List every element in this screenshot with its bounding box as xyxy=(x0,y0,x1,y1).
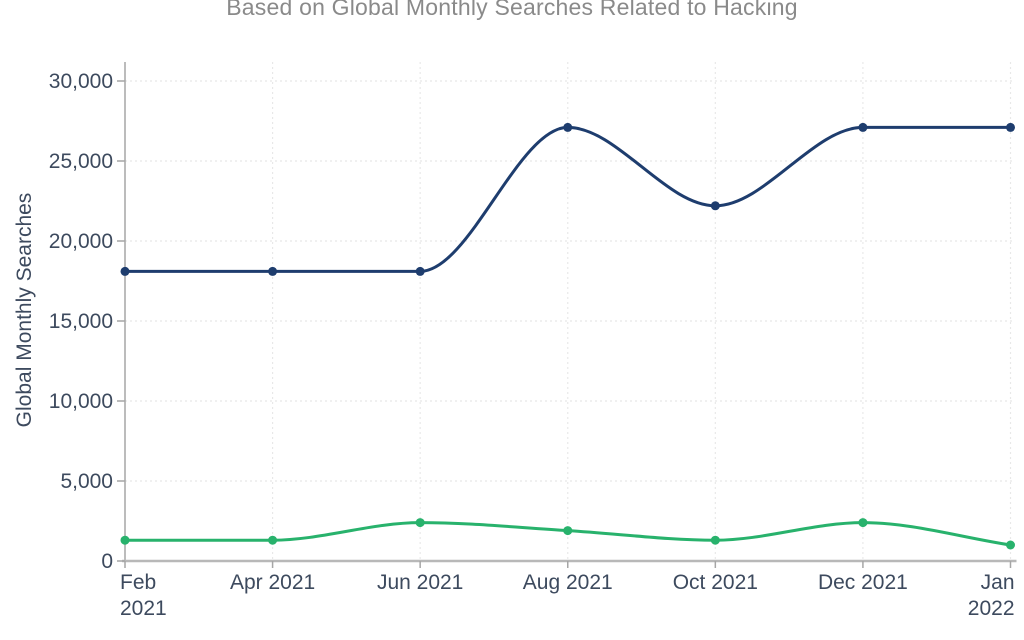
y-axis-title: Global Monthly Searches xyxy=(13,192,36,428)
green-series-data-point xyxy=(120,535,130,545)
x-tick-label: Jan xyxy=(981,571,1015,594)
x-tick-label: Feb xyxy=(120,571,156,594)
green-series-data-point xyxy=(1006,540,1015,550)
navy-series-data-point xyxy=(120,266,130,276)
chart-subtitle: Based on Global Monthly Searches Related… xyxy=(226,0,798,20)
x-tick-label: 2022 xyxy=(968,597,1015,620)
navy-series-data-point xyxy=(563,122,573,132)
y-tick-label: 20,000 xyxy=(49,230,113,253)
x-tick-label: Jun 2021 xyxy=(377,571,463,594)
navy-series-data-point xyxy=(415,266,425,276)
x-tick-label: Aug 2021 xyxy=(523,571,613,594)
y-tick-label: 30,000 xyxy=(49,70,113,93)
x-tick-label: Apr 2021 xyxy=(230,571,315,594)
green-series-data-point xyxy=(710,535,720,545)
y-tick-label: 0 xyxy=(101,550,113,573)
y-tick-label: 10,000 xyxy=(49,390,113,413)
x-tick-label: 2021 xyxy=(120,597,167,620)
navy-series-data-point xyxy=(268,266,278,276)
green-series-data-point xyxy=(268,535,278,545)
green-series-data-point xyxy=(858,518,868,528)
x-tick-label: Dec 2021 xyxy=(818,571,908,594)
x-tick-label: Oct 2021 xyxy=(673,571,758,594)
y-tick-label: 25,000 xyxy=(49,150,113,173)
green-series-data-point xyxy=(415,518,425,528)
y-tick-label: 5,000 xyxy=(60,470,113,493)
navy-series-data-point xyxy=(1006,122,1015,132)
navy-series-data-point xyxy=(710,201,720,211)
green-series-data-point xyxy=(563,526,573,536)
y-tick-label: 15,000 xyxy=(49,310,113,333)
navy-series-data-point xyxy=(858,122,868,132)
